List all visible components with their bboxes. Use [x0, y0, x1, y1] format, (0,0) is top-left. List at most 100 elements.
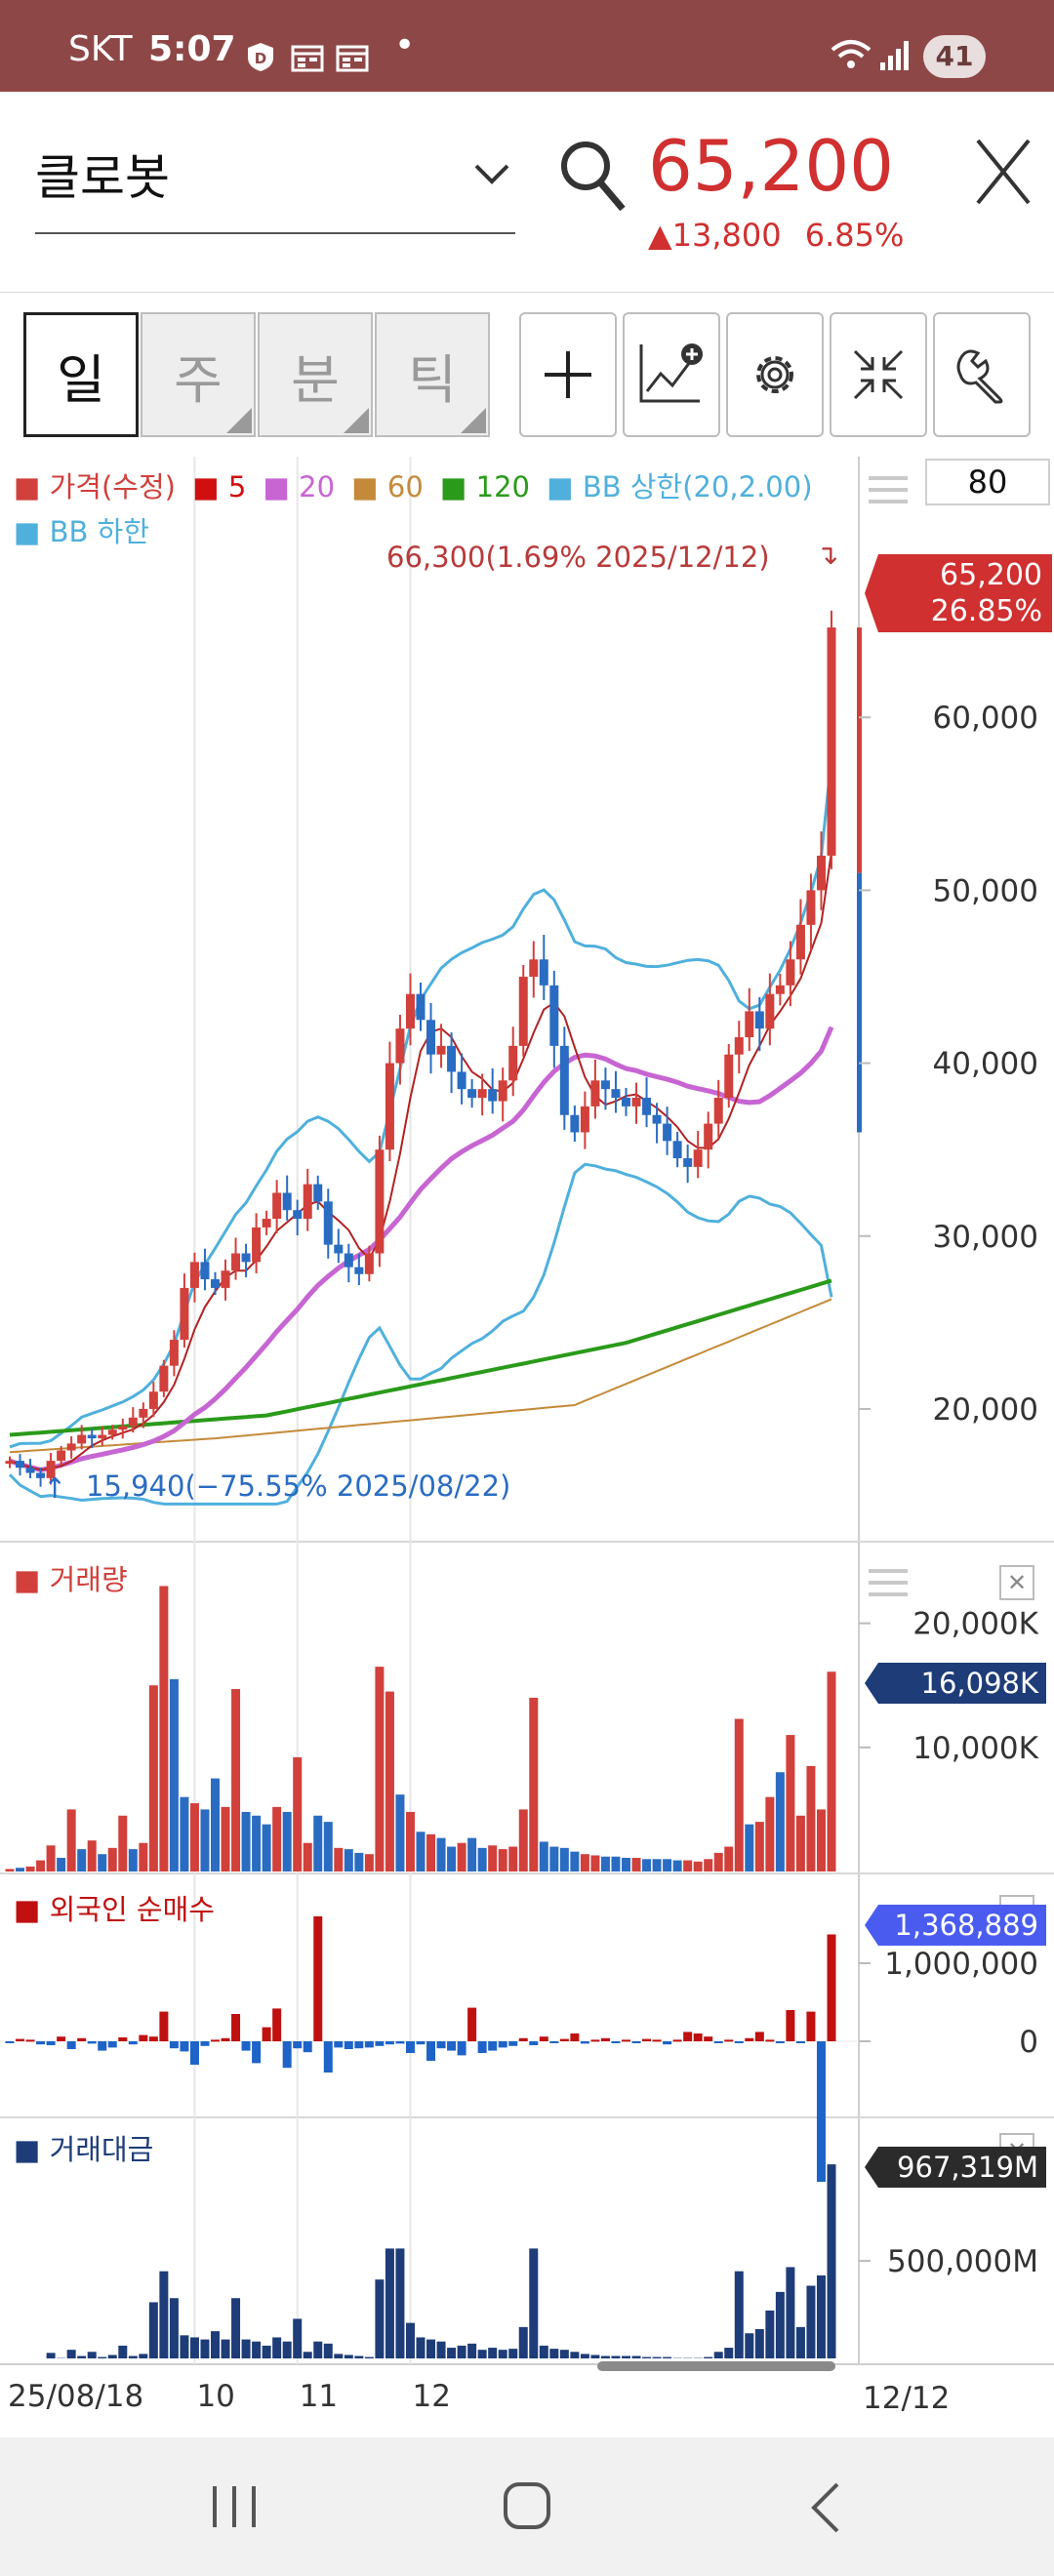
legend-price[interactable]: ■ 가격(수정) [14, 470, 176, 503]
net-buy-bar [344, 2041, 353, 2049]
trade-amount-bar [66, 2350, 76, 2358]
volume-bar [652, 1859, 662, 1872]
trade-amount-bar [734, 2271, 744, 2358]
legend-ma20-label: 20 [299, 470, 336, 503]
ma5-line [9, 851, 832, 1471]
legend-ma60[interactable]: ■ 60 [351, 470, 424, 503]
panel-menu-icon[interactable] [867, 470, 910, 509]
volume-bar [344, 1849, 353, 1872]
net-buy-bar [98, 2041, 107, 2051]
legend-ma20[interactable]: ■ 20 [263, 470, 336, 503]
volume-bar [354, 1852, 364, 1872]
chevron-down-icon[interactable] [472, 160, 511, 189]
trade-amount-bar [827, 2164, 836, 2358]
volume-panel-title: ■ 거래량 [14, 1563, 128, 1596]
close-icon[interactable] [972, 135, 1034, 209]
net-buy-bar [672, 2039, 682, 2042]
candle-body [765, 993, 775, 1029]
period-tab-week[interactable]: 주 [141, 312, 256, 437]
period-tab-minute[interactable]: 분 [258, 312, 373, 437]
period-tab-label: 틱 [408, 348, 457, 411]
volume-bar [827, 1671, 836, 1872]
stock-name[interactable]: 클로봇 [35, 149, 170, 206]
chart-settings-button[interactable] [726, 312, 824, 437]
volume-bar [159, 1586, 169, 1872]
calendar-icon [291, 45, 324, 72]
volume-bar [704, 1859, 713, 1872]
trade-amount-bar [354, 2355, 364, 2358]
back-icon[interactable] [806, 2480, 845, 2535]
shrink-button[interactable] [830, 312, 927, 437]
period-tab-day[interactable]: 일 [23, 312, 139, 437]
net-buy-bar [25, 2039, 35, 2042]
net-buy-bar [180, 2041, 189, 2052]
candle-body [231, 1253, 241, 1271]
trade-amount-bar [344, 2355, 353, 2358]
trade-amount-bar [169, 2298, 179, 2358]
stock-chart[interactable]: 25/08/18 10 11 12 60,000 50,000 40,000 30,000 20… [0, 457, 1054, 2437]
recent-apps-icon[interactable] [207, 2482, 262, 2531]
trade-amount-bar [457, 2345, 466, 2358]
net-buy-bar [221, 2037, 230, 2041]
volume-bar [128, 1849, 138, 1872]
volume-bar [221, 1806, 230, 1872]
legend-bb-upper-label: BB 상한(20,2.00) [582, 470, 813, 503]
x-axis-label: 10 [196, 2379, 234, 2414]
search-icon[interactable] [558, 137, 627, 215]
volume-bar [148, 1685, 158, 1872]
last-candle-axis-marker [857, 872, 862, 1133]
candle-body [323, 1201, 333, 1245]
volume-bar [87, 1840, 97, 1872]
volume-bar [180, 1796, 189, 1872]
net-buy-bar [580, 2041, 589, 2044]
volume-bar [169, 1678, 179, 1872]
trade-amount-bar [580, 2354, 589, 2358]
home-icon[interactable] [502, 2480, 554, 2533]
trade-amount-bar [323, 2343, 333, 2358]
net-buy-bar [211, 2039, 220, 2042]
candle-body [590, 1080, 600, 1107]
close-panel-icon[interactable]: ✕ [999, 1565, 1034, 1600]
net-buy-bar [754, 2032, 764, 2041]
trade-amount-bar [148, 2302, 158, 2358]
trade-amount-bar [159, 2271, 169, 2358]
volume-bar [693, 1861, 703, 1872]
trade-amount-bar [611, 2355, 621, 2358]
volume-bar [622, 1858, 630, 1872]
volume-bar [642, 1859, 652, 1872]
panel-menu-icon[interactable] [867, 1563, 910, 1602]
candle-body [416, 993, 426, 1021]
candle-body [262, 1219, 271, 1228]
net-buy-bar [457, 2041, 466, 2056]
tools-button[interactable] [933, 312, 1031, 437]
volume-bar [611, 1856, 621, 1872]
current-price-tag: 65,200 26.85% [865, 554, 1052, 632]
candle-body [488, 1089, 498, 1102]
trade-amount-title-label: 거래대금 [49, 2133, 154, 2166]
period-tab-tick[interactable]: 틱 [375, 312, 490, 437]
legend-bb-upper[interactable]: ■ BB 상한(20,2.00) [547, 470, 813, 503]
trade-amount-bar [652, 2356, 662, 2358]
crosshair-button[interactable] [519, 312, 617, 437]
volume-bar [57, 1858, 66, 1872]
net-buy-bar [303, 2041, 312, 2053]
trade-amount-bar [775, 2291, 785, 2358]
legend-ma60-label: 60 [386, 470, 424, 503]
low-marker-arrow-icon: ↑ [43, 1471, 67, 1505]
net-buy-bar [128, 2041, 138, 2045]
add-indicator-button[interactable] [623, 312, 720, 437]
chart-scrollbar[interactable] [597, 2361, 835, 2371]
visible-count-input[interactable]: 80 [925, 459, 1050, 505]
candle-body [200, 1262, 210, 1280]
net-buy-last-tag: 1,368,889 [865, 1905, 1046, 1946]
calendar-icon [336, 45, 369, 72]
volume-bar [683, 1860, 693, 1872]
legend-ma120[interactable]: ■ 120 [440, 470, 530, 503]
legend-ma5[interactable]: ■ 5 [192, 470, 247, 503]
volume-bar [775, 1772, 785, 1872]
legend-bb-lower[interactable]: ■ BB 하한 [14, 515, 149, 548]
price-tick-label: 20,000 [933, 1392, 1038, 1428]
net-buy-bar [713, 2041, 723, 2043]
trade-amount-bar [816, 2274, 826, 2358]
volume-bar [16, 1868, 25, 1872]
